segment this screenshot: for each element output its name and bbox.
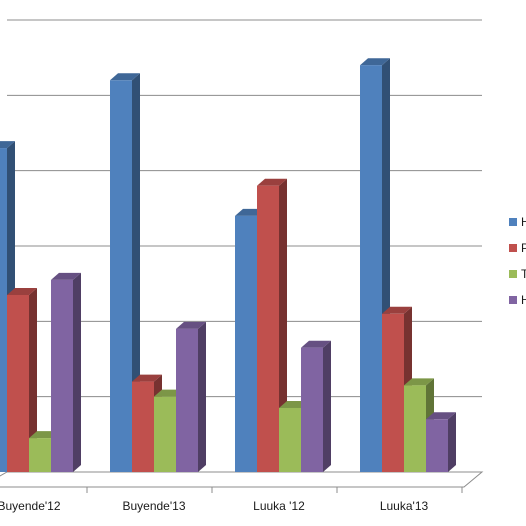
bar-front <box>279 407 301 472</box>
bar-front <box>301 347 323 472</box>
bar-front <box>360 65 382 472</box>
bar-front <box>382 313 404 472</box>
legend-swatch <box>509 218 517 226</box>
bar-side <box>448 412 456 472</box>
category-label: Buyende'13 <box>122 499 185 513</box>
bar-top <box>382 306 412 314</box>
bar <box>301 340 331 472</box>
bar-top <box>132 374 162 382</box>
bar-front <box>110 80 132 473</box>
bar-top <box>51 272 81 280</box>
legend-swatch <box>509 296 517 304</box>
category-label: Buyende'12 <box>0 499 61 513</box>
bar <box>110 73 140 473</box>
bar-front <box>404 385 426 472</box>
bars <box>0 58 456 473</box>
legend-label: H <box>521 215 526 229</box>
bar-front <box>426 419 448 472</box>
category-label: Luuka '12 <box>253 499 305 513</box>
bar-side <box>279 178 287 472</box>
bar <box>176 321 206 472</box>
legend-swatch <box>509 270 517 278</box>
bar <box>7 287 37 472</box>
bar-side <box>29 287 37 472</box>
bar-top <box>257 178 287 186</box>
floor-plane <box>0 471 484 488</box>
bar <box>426 412 456 472</box>
bar-side <box>132 73 140 473</box>
category-label: Luuka'13 <box>380 499 429 513</box>
bar-front <box>235 215 257 472</box>
bar-front <box>29 438 51 472</box>
bar-side <box>198 321 206 472</box>
bar-top <box>360 58 390 66</box>
legend-label: H <box>521 293 526 307</box>
bar-top <box>404 378 434 386</box>
bar-top <box>301 340 331 348</box>
bar <box>257 178 287 472</box>
bar-top <box>426 412 456 420</box>
legend-label: P <box>521 241 526 255</box>
bar-front <box>132 381 154 472</box>
bar-top <box>7 287 37 295</box>
legend-swatch <box>509 244 517 252</box>
bar-side <box>323 340 331 472</box>
bar-side <box>73 272 81 472</box>
chart-floor <box>0 471 484 493</box>
bar-front <box>176 328 198 472</box>
bar-front <box>7 294 29 472</box>
category-labels: Buyende'12 Buyende'13 Luuka '12 Luuka'13 <box>0 499 428 513</box>
bar-top <box>0 141 15 149</box>
bar-front <box>257 185 279 472</box>
bar-front <box>154 396 176 472</box>
legend-label: T <box>521 267 526 281</box>
bar-top <box>176 321 206 329</box>
bar <box>51 272 81 472</box>
bar-front <box>51 279 73 472</box>
bar-front <box>0 148 7 473</box>
bar <box>404 378 434 472</box>
bar-top <box>110 73 140 81</box>
